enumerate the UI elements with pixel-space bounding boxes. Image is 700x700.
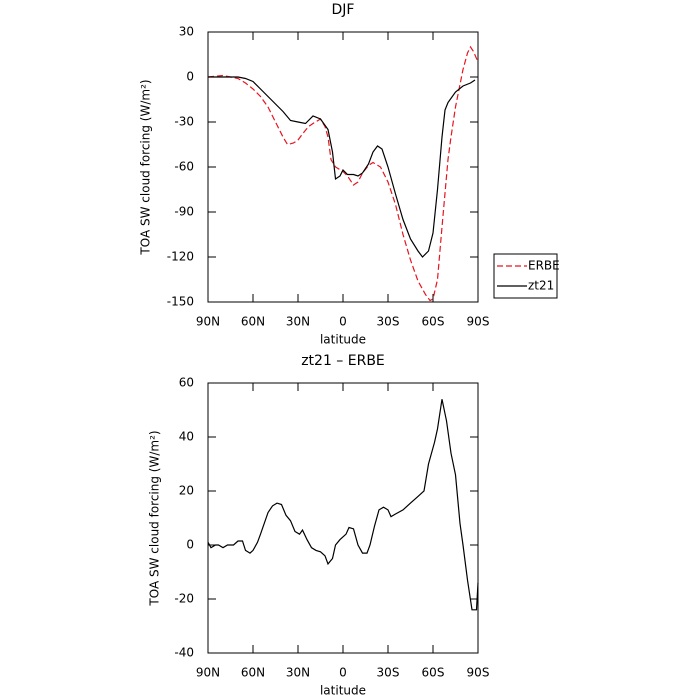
x-tick-label: 60S	[422, 315, 445, 329]
x-tick-label: 30N	[286, 315, 310, 329]
legend-label: zt21	[528, 279, 554, 293]
x-axis-label: latitude	[320, 333, 366, 347]
y-tick-label: -30	[174, 115, 194, 129]
y-tick-label: 0	[186, 70, 194, 84]
legend-label: ERBE	[528, 259, 560, 273]
data-line	[207, 399, 479, 611]
y-tick-label: 0	[186, 538, 194, 552]
x-tick-label: 0	[339, 666, 347, 680]
x-tick-label: 60N	[241, 666, 265, 680]
data-line	[207, 45, 479, 302]
x-tick-label: 90N	[196, 315, 220, 329]
y-tick-label: -60	[174, 160, 194, 174]
legend-box	[493, 253, 558, 299]
x-tick-label: 60S	[422, 666, 445, 680]
y-tick-label: 20	[179, 484, 194, 498]
x-tick-label: 0	[339, 315, 347, 329]
y-tick-label: -150	[167, 295, 194, 309]
y-tick-label: 60	[179, 376, 194, 390]
y-tick-label: -120	[167, 250, 194, 264]
x-tick-label: 30N	[286, 666, 310, 680]
chart-title: DJF	[332, 2, 355, 18]
x-tick-label: 60N	[241, 315, 265, 329]
y-tick-label: -40	[174, 646, 194, 660]
y-axis-label: TOA SW cloud forcing (W/m²)	[148, 430, 162, 606]
data-line	[208, 76, 476, 258]
y-tick-label: -20	[174, 592, 194, 606]
y-tick-label: 40	[179, 430, 194, 444]
plot-frame	[207, 382, 479, 654]
x-tick-label: 90S	[467, 666, 490, 680]
y-tick-label: 30	[179, 25, 194, 39]
x-tick-label: 30S	[377, 666, 400, 680]
plot-frame	[207, 31, 479, 303]
y-axis-label: TOA SW cloud forcing (W/m²)	[139, 79, 153, 255]
x-axis-label: latitude	[320, 684, 366, 698]
chart-title: zt21 – ERBE	[301, 353, 385, 369]
x-tick-label: 90S	[467, 315, 490, 329]
x-tick-label: 90N	[196, 666, 220, 680]
y-tick-label: -90	[174, 205, 194, 219]
x-tick-label: 30S	[377, 315, 400, 329]
